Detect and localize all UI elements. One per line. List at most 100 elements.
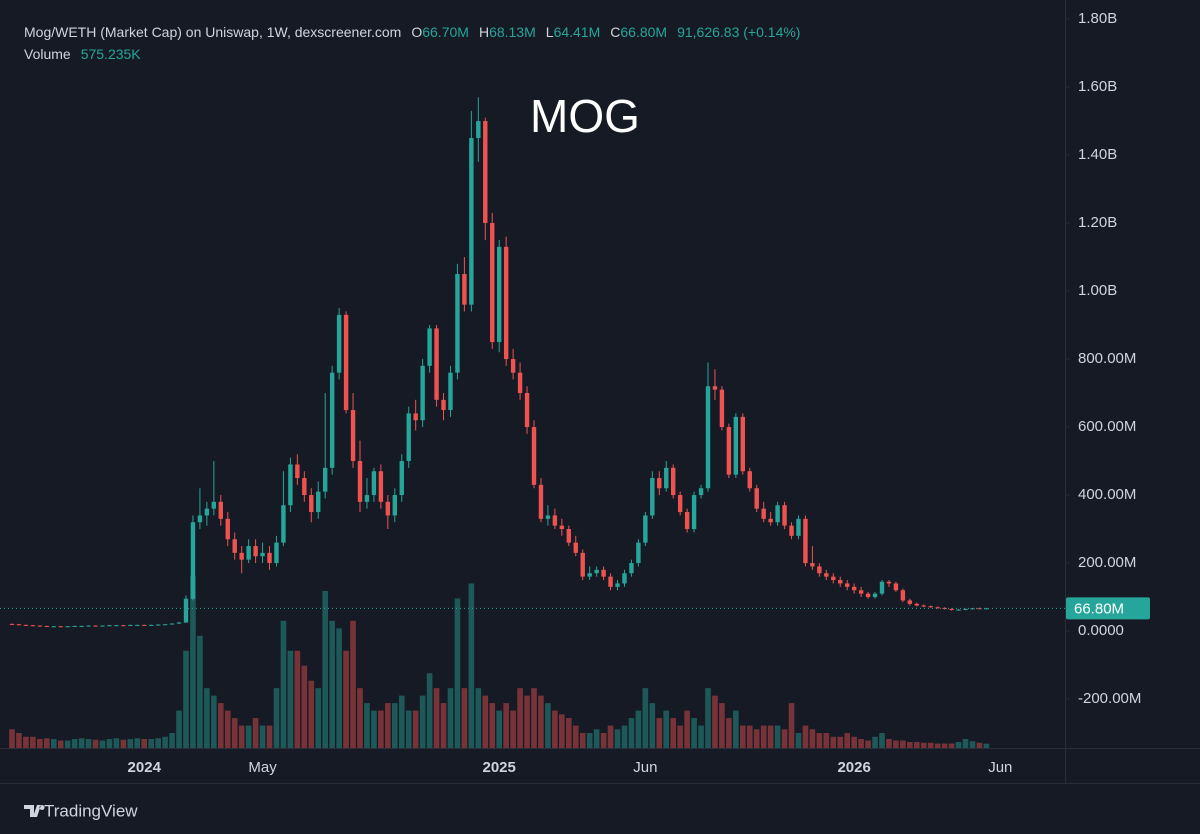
candle-body: [538, 484, 544, 519]
volume-bar: [440, 703, 447, 748]
candle-body: [552, 515, 558, 526]
candle-body: [705, 386, 711, 489]
candle-body: [803, 518, 808, 564]
volume-bar: [802, 725, 809, 748]
candle-body: [483, 121, 488, 224]
volume-bar: [607, 725, 614, 748]
y-tick-label: -200.00M: [1078, 690, 1141, 707]
candle-body: [392, 495, 397, 516]
candle-body: [768, 518, 773, 523]
candle-body: [455, 274, 460, 373]
candle-body: [796, 518, 801, 536]
ohlc-key: O: [411, 24, 422, 40]
candle-body: [155, 624, 161, 626]
volume-bar: [948, 743, 955, 748]
volume-bar: [559, 714, 565, 748]
volume-bar: [364, 703, 370, 748]
candle-body: [149, 624, 154, 626]
volume-bar: [37, 739, 43, 748]
candle-body: [37, 625, 43, 627]
volume-bar: [475, 688, 482, 748]
change: 91,626.83 (+0.14%): [677, 24, 800, 40]
candle-body: [664, 467, 669, 489]
tradingview-logo: TradingView: [24, 801, 138, 820]
volume-value: 575.235K: [81, 46, 142, 62]
volume-bar: [962, 739, 969, 748]
volume-bar: [141, 739, 148, 748]
candle-body: [58, 626, 63, 628]
volume-bar: [16, 733, 22, 748]
volume-bar: [837, 736, 844, 748]
candle-body: [448, 372, 453, 411]
candle-body: [636, 542, 641, 564]
volume-bar: [593, 729, 600, 748]
volume-bar: [357, 688, 363, 748]
volume-bar: [865, 740, 871, 748]
volume-bar: [378, 710, 384, 748]
volume-bar: [412, 710, 419, 748]
candle-body: [657, 478, 662, 489]
volume-bar: [57, 740, 64, 748]
volume-bar: [517, 688, 523, 748]
candle-body: [218, 501, 223, 519]
candle-body: [566, 529, 571, 543]
last-price-box: [1066, 597, 1150, 620]
volume-bar: [405, 710, 412, 748]
ohlc-value: 66.70M: [422, 24, 469, 40]
volume-bar: [106, 739, 113, 748]
candle-body: [135, 624, 140, 626]
volume-bar: [823, 733, 830, 748]
candle-body: [719, 389, 725, 428]
candle-body: [601, 569, 606, 577]
volume-bar: [510, 710, 516, 748]
volume-bar: [753, 729, 760, 748]
candle-body: [893, 583, 899, 591]
candle-body: [364, 495, 370, 502]
volume-bar: [315, 688, 322, 748]
candle-body: [608, 576, 613, 587]
candle-body: [420, 365, 425, 421]
candle-body: [810, 563, 815, 567]
candle-body: [740, 416, 745, 472]
volume-bar: [503, 703, 509, 748]
candle-body: [684, 512, 690, 530]
volume-bar: [322, 590, 328, 748]
volume-bar: [385, 703, 391, 748]
volume-bar: [621, 725, 628, 748]
candle-body: [406, 413, 411, 462]
candle-body: [9, 623, 15, 625]
volume-bar: [691, 718, 697, 748]
candle-body: [510, 359, 516, 373]
candle-body: [385, 501, 391, 516]
volume-bar: [872, 736, 878, 748]
candle-body: [643, 515, 648, 543]
candle-body: [427, 328, 432, 366]
candle-body: [211, 501, 217, 509]
candle-body: [935, 607, 940, 609]
volume-bar: [447, 688, 454, 748]
candle-body: [900, 590, 906, 601]
candle-body: [580, 552, 585, 577]
volume-bar: [642, 688, 649, 748]
volume-bar: [579, 733, 586, 748]
volume-bar: [280, 620, 287, 748]
volume-bar: [308, 680, 315, 748]
volume-bar: [496, 710, 502, 748]
volume-bar: [92, 739, 99, 748]
candle-body: [176, 622, 182, 624]
volume-bar: [795, 733, 802, 748]
candle-body: [726, 427, 732, 475]
y-tick-label: 400.00M: [1078, 486, 1136, 503]
ohlc-value: 64.41M: [554, 24, 601, 40]
volume-bar: [343, 650, 349, 748]
candle-body: [302, 478, 307, 496]
candle-body: [329, 372, 335, 468]
volume-bar: [733, 710, 739, 748]
y-tick-label: 1.20B: [1078, 214, 1117, 231]
candle-body: [79, 625, 84, 627]
volume-bar: [649, 703, 656, 748]
volume-bar: [266, 725, 273, 748]
candle-body: [162, 624, 168, 626]
candle-body: [239, 552, 244, 560]
